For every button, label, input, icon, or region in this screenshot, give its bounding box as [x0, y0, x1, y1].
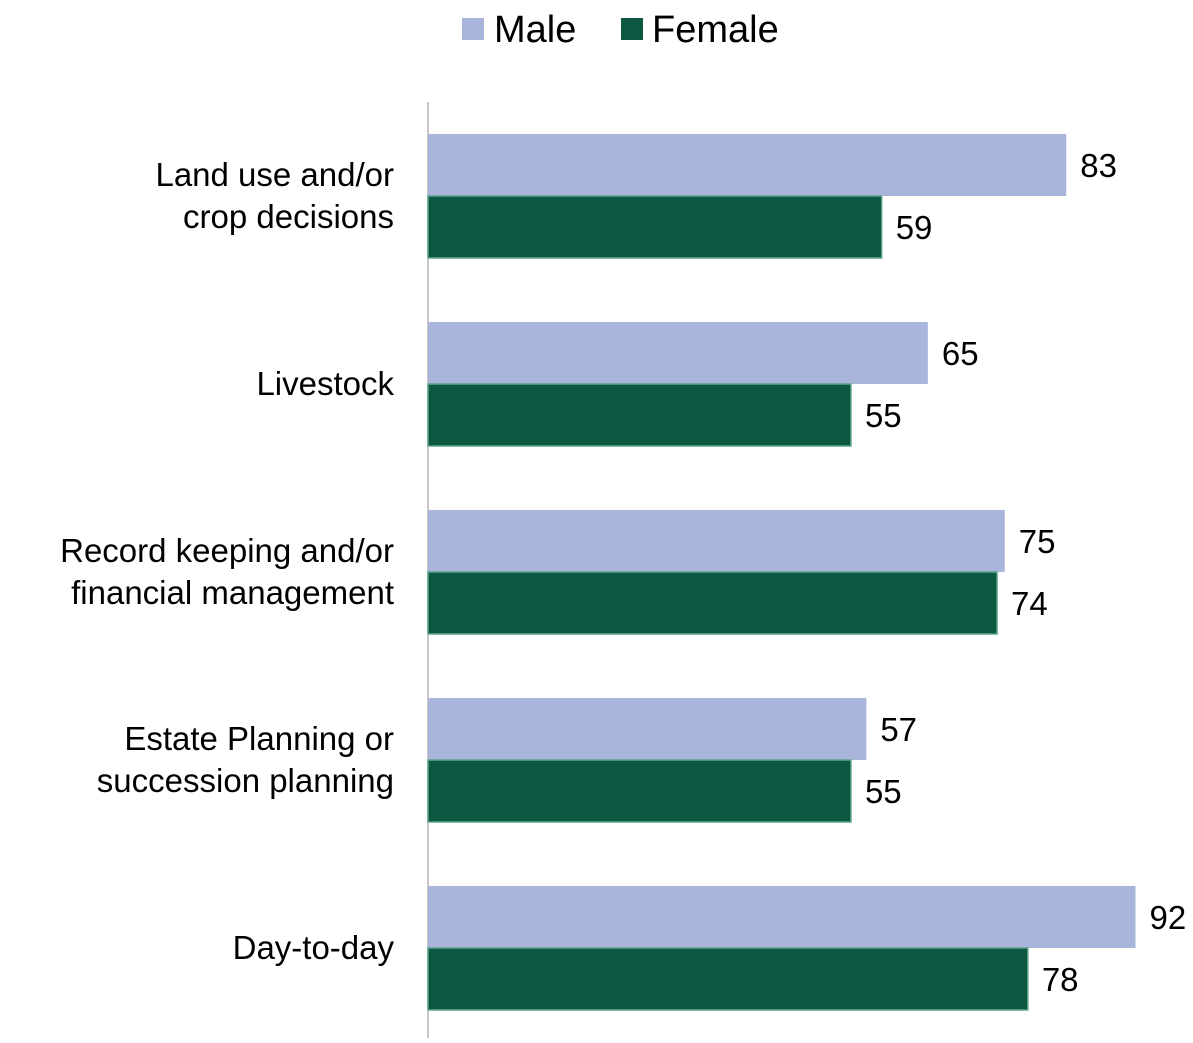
category-label: Estate Planning or — [124, 720, 394, 757]
category-label: Record keeping and/or — [60, 532, 394, 569]
bar-female — [427, 195, 883, 259]
legend-label-female: Female — [652, 9, 779, 51]
bar-male — [428, 134, 1067, 196]
value-labels: 83 59 65 55 75 74 57 55 92 78 — [865, 147, 1186, 998]
data-label-male: 83 — [1080, 147, 1117, 184]
data-label-male: 65 — [942, 335, 979, 372]
category-label: Land use and/or — [155, 156, 394, 193]
data-label-female: 74 — [1011, 585, 1048, 622]
data-label-male: 92 — [1149, 899, 1186, 936]
data-label-female: 55 — [865, 397, 902, 434]
bar-male — [428, 698, 867, 760]
bar-male — [428, 886, 1136, 948]
legend-swatch-female — [621, 18, 643, 40]
category-labels: Land use and/or crop decisions Livestock Re… — [60, 156, 394, 966]
bars — [427, 134, 1136, 1011]
bar-male — [428, 510, 1005, 572]
legend-swatch-male — [462, 18, 484, 40]
data-label-male: 57 — [880, 711, 917, 748]
category-label: succession planning — [97, 762, 394, 799]
data-label-male: 75 — [1019, 523, 1056, 560]
bar-female — [427, 759, 852, 823]
bar-female — [427, 947, 1029, 1011]
category-label: financial management — [71, 574, 394, 611]
legend-label-male: Male — [494, 9, 576, 51]
legend: Male Female — [462, 9, 779, 51]
category-label: Day-to-day — [233, 929, 395, 966]
bar-female — [427, 571, 998, 635]
bar-male — [428, 322, 928, 384]
category-label: crop decisions — [183, 198, 394, 235]
data-label-female: 55 — [865, 773, 902, 810]
data-label-female: 59 — [896, 209, 933, 246]
data-label-female: 78 — [1042, 961, 1079, 998]
bar-female — [427, 383, 852, 447]
category-label: Livestock — [256, 365, 394, 402]
